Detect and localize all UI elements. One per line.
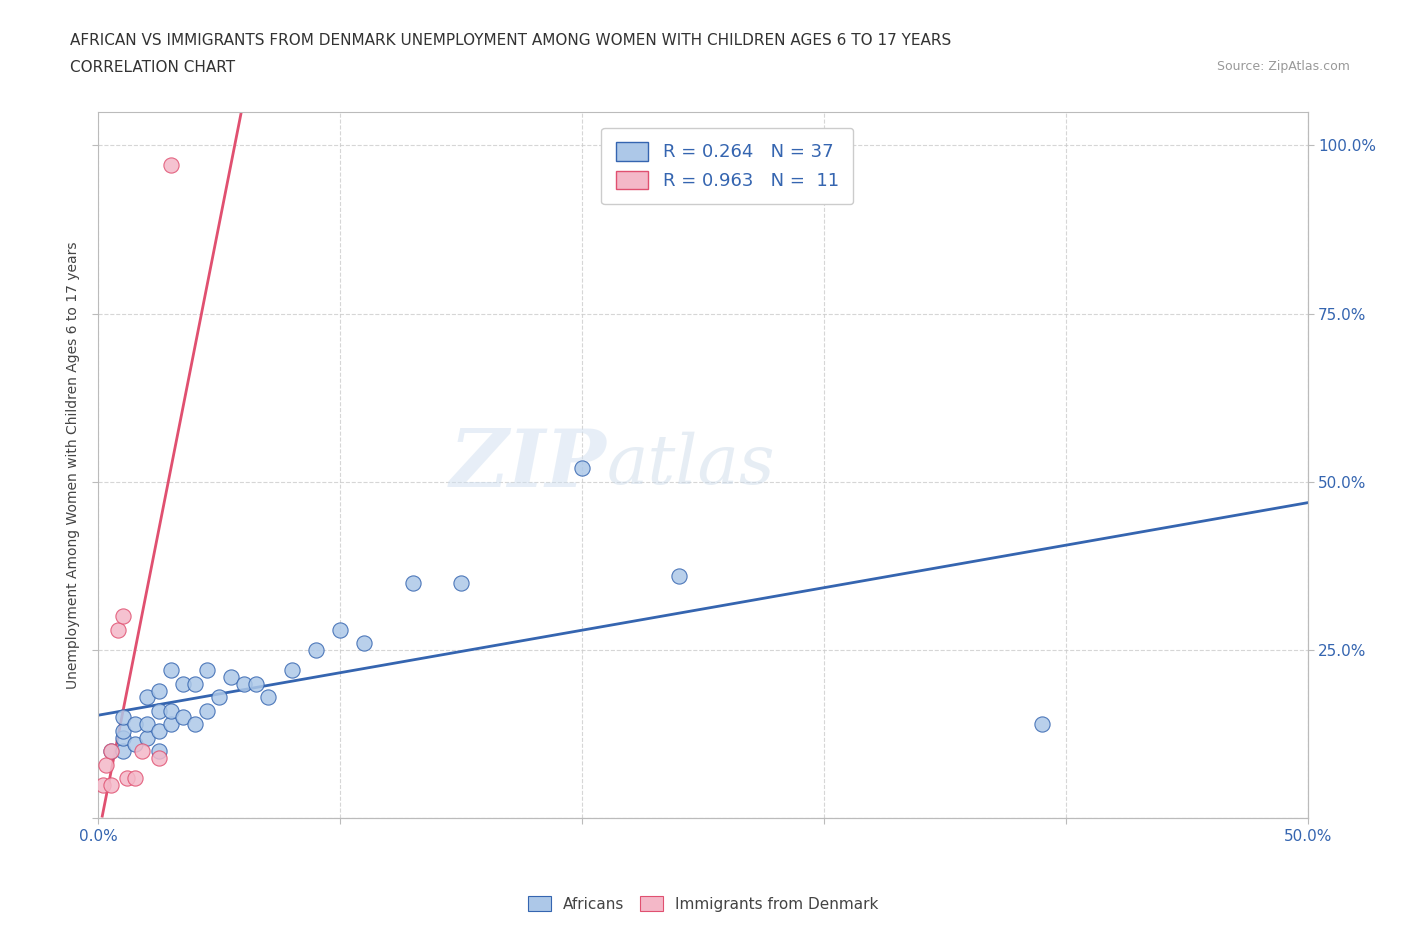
Point [91,777,114,792]
Legend: R = 0.264   N = 37, R = 0.963   N =  11: R = 0.264 N = 37, R = 0.963 N = 11 [602,127,853,205]
Point [195,703,218,718]
Point [208,690,231,705]
Point [571,461,593,476]
Point [117,771,139,786]
Point [100,744,122,759]
Point [160,663,183,678]
Point [281,663,304,678]
Point [329,622,352,637]
Point [135,730,157,745]
Point [111,724,134,738]
Point [172,676,194,691]
Text: CORRELATION CHART: CORRELATION CHART [70,60,235,75]
Point [148,744,170,759]
Point [195,663,218,678]
Point [100,744,122,759]
Text: Source: ZipAtlas.com: Source: ZipAtlas.com [1216,60,1350,73]
Point [160,703,183,718]
Point [148,683,170,698]
Point [111,730,134,745]
Point [135,717,157,732]
Point [256,690,278,705]
Point [245,676,267,691]
Point [111,744,134,759]
Point [668,568,690,583]
Point [111,710,134,724]
Point [124,737,146,751]
Point [221,670,243,684]
Point [184,676,207,691]
Point [305,643,328,658]
Legend: Africans, Immigrants from Denmark: Africans, Immigrants from Denmark [522,889,884,918]
Point [232,676,254,691]
Point [135,690,157,705]
Text: AFRICAN VS IMMIGRANTS FROM DENMARK UNEMPLOYMENT AMONG WOMEN WITH CHILDREN AGES 6: AFRICAN VS IMMIGRANTS FROM DENMARK UNEMP… [70,33,952,47]
Point [100,777,122,792]
Point [172,710,194,724]
Point [111,609,134,624]
Text: atlas: atlas [606,432,775,498]
Point [94,757,117,772]
Point [160,158,183,173]
Point [402,576,425,591]
Point [148,751,170,765]
Point [124,717,146,732]
Text: ZIP: ZIP [450,426,606,504]
Y-axis label: Unemployment Among Women with Children Ages 6 to 17 years: Unemployment Among Women with Children A… [66,241,80,689]
Point [131,744,153,759]
Point [124,771,146,786]
Point [148,724,170,738]
Point [148,703,170,718]
Point [353,636,375,651]
Point [184,717,207,732]
Point [107,622,129,637]
Point [1031,717,1053,732]
Point [160,717,183,732]
Point [450,576,472,591]
